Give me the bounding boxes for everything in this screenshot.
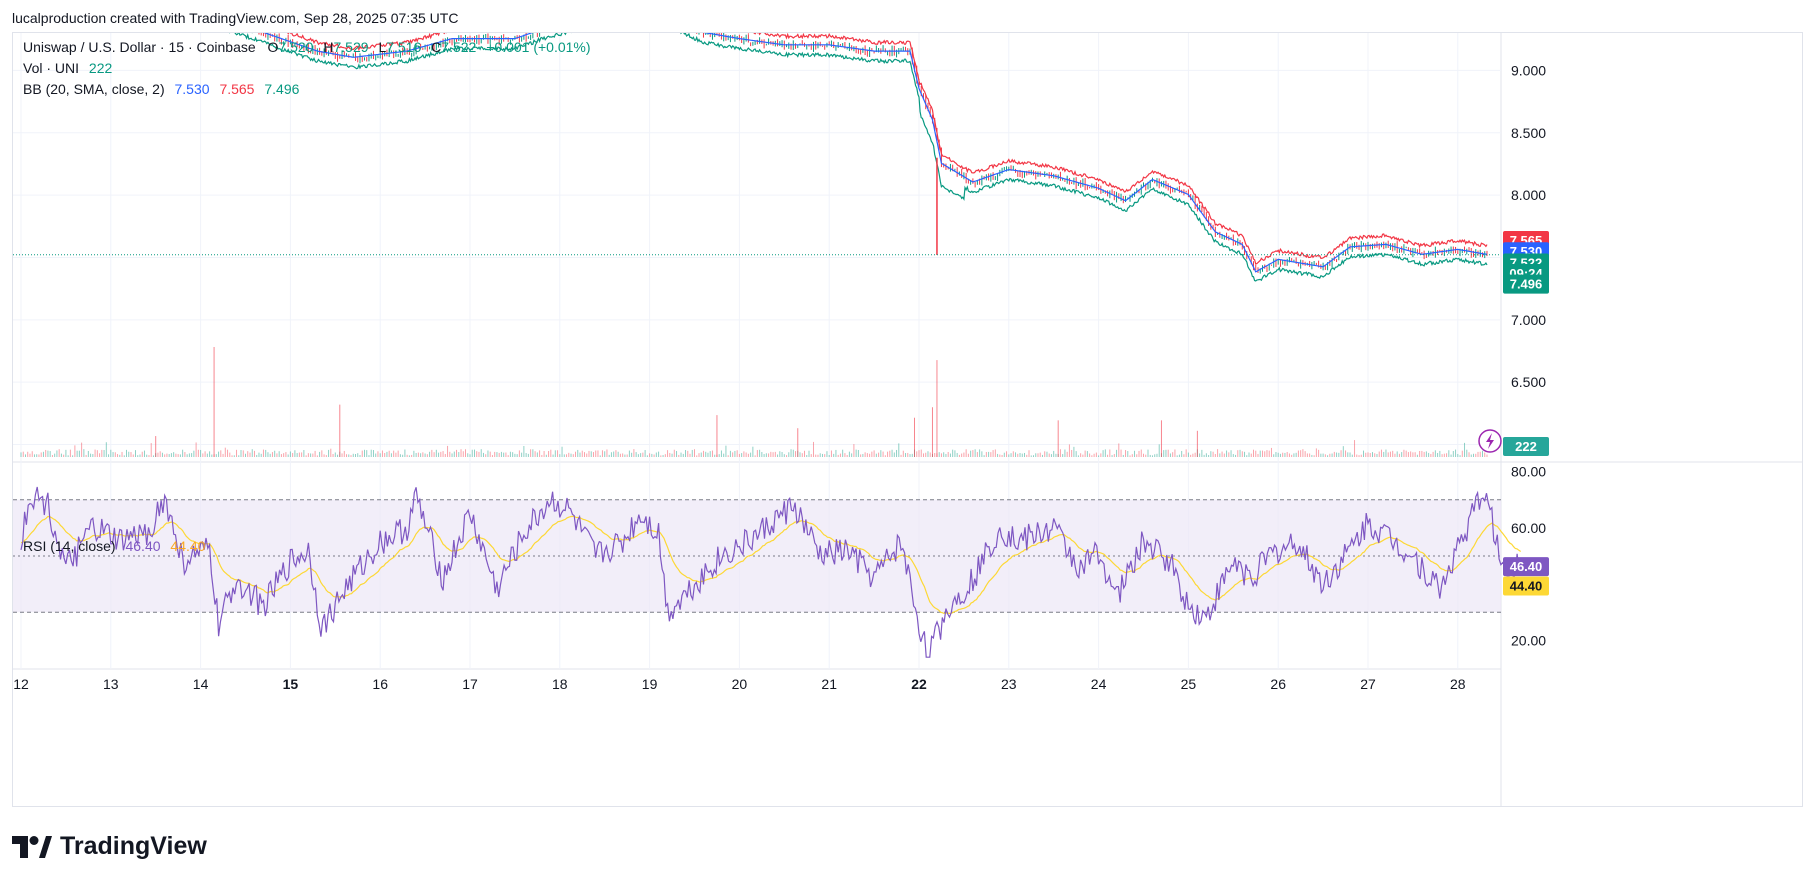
time-tick-label: 21 bbox=[821, 676, 837, 692]
bb-lower-value: 7.496 bbox=[264, 81, 300, 97]
rsi-badge: 46.40 bbox=[1503, 557, 1549, 577]
low-value: 7.516 bbox=[386, 39, 422, 55]
rsi-ma-badge: 44.40 bbox=[1503, 576, 1549, 596]
rsi-tick-label: 60.00 bbox=[1511, 520, 1546, 536]
rsi-legend: RSI (14, close) 46.40 44.40 bbox=[23, 536, 205, 557]
rsi-tick-label: 80.00 bbox=[1511, 464, 1546, 480]
price-tick-label: 9.000 bbox=[1511, 62, 1546, 78]
time-tick-label: 27 bbox=[1360, 676, 1376, 692]
time-tick-label: 15 bbox=[283, 676, 299, 692]
chart-caption: lucalproduction created with TradingView… bbox=[12, 10, 459, 26]
time-tick-label: 20 bbox=[732, 676, 748, 692]
open-label: O bbox=[267, 39, 279, 55]
tradingview-logo-icon bbox=[12, 835, 52, 858]
rsi-ma-badge-bg bbox=[1503, 576, 1549, 596]
rsi-label[interactable]: RSI (14, close) bbox=[23, 538, 116, 554]
volume-label[interactable]: Vol · UNI bbox=[23, 60, 80, 76]
time-tick-label: 25 bbox=[1181, 676, 1197, 692]
bb-lower-badge-bg bbox=[1503, 274, 1549, 294]
bb-basis-line bbox=[20, 0, 1487, 273]
open-value: 7.520 bbox=[278, 39, 314, 55]
low-label: L bbox=[378, 39, 387, 55]
time-tick-label: 16 bbox=[372, 676, 388, 692]
chart-frame[interactable]: 9.0008.5008.0007.5007.0006.5006.00012131… bbox=[12, 0, 1803, 807]
rsi-value: 46.40 bbox=[125, 538, 161, 554]
time-tick-label: 19 bbox=[642, 676, 658, 692]
tradingview-wordmark: TradingView bbox=[60, 832, 207, 860]
time-tick-label: 14 bbox=[193, 676, 209, 692]
rsi-badge-text: 46.40 bbox=[1510, 559, 1543, 574]
price-tick-label: 6.500 bbox=[1511, 374, 1546, 390]
volume-value: 222 bbox=[88, 60, 113, 76]
high-label: H bbox=[323, 39, 334, 55]
time-tick-label: 12 bbox=[13, 676, 29, 692]
volume-badge-bg bbox=[1503, 437, 1549, 456]
high-value: 7.529 bbox=[333, 39, 369, 55]
rsi-ma-badge-text: 44.40 bbox=[1510, 578, 1543, 593]
price-legend: Uniswap / U.S. Dollar · 15 · Coinbase O7… bbox=[23, 37, 591, 58]
change-value: +0.001 (+0.01%) bbox=[486, 39, 591, 55]
lightning-icon-bolt bbox=[1486, 433, 1494, 449]
rsi-tick-label: 20.00 bbox=[1511, 632, 1546, 648]
bb-legend: BB (20, SMA, close, 2) 7.530 7.565 7.496 bbox=[23, 79, 299, 100]
tradingview-logo[interactable]: TradingView bbox=[12, 832, 207, 861]
rsi-line bbox=[20, 486, 1522, 658]
time-tick-label: 18 bbox=[552, 676, 568, 692]
price-tick-label: 8.500 bbox=[1511, 125, 1546, 141]
time-tick-label: 17 bbox=[462, 676, 478, 692]
volume-bars bbox=[20, 347, 1488, 457]
bb-lower-badge: 7.496 bbox=[1503, 274, 1549, 294]
bb-upper-value: 7.565 bbox=[219, 81, 255, 97]
bb-lower-badge-text: 7.496 bbox=[1510, 277, 1543, 292]
rsi-ma-line bbox=[20, 515, 1522, 615]
time-tick-label: 22 bbox=[911, 676, 927, 692]
time-tick-label: 24 bbox=[1091, 676, 1107, 692]
volume-badge-text: 222 bbox=[1515, 439, 1537, 454]
symbol-title[interactable]: Uniswap / U.S. Dollar · 15 · Coinbase bbox=[23, 39, 256, 55]
volume-badge: 222 bbox=[1503, 437, 1549, 456]
price-tick-label: 8.000 bbox=[1511, 187, 1546, 203]
grid bbox=[13, 33, 1802, 806]
chart-svg[interactable]: 9.0008.5008.0007.5007.0006.5006.00012131… bbox=[13, 0, 1802, 806]
rsi-pane bbox=[13, 486, 1522, 658]
bb-label[interactable]: BB (20, SMA, close, 2) bbox=[23, 81, 165, 97]
time-tick-label: 28 bbox=[1450, 676, 1466, 692]
time-tick-label: 13 bbox=[103, 676, 119, 692]
rsi-badge-bg bbox=[1503, 557, 1549, 577]
rsi-ma-value: 44.40 bbox=[170, 538, 206, 554]
bb-lower-line bbox=[21, 10, 1488, 282]
close-value: 7.522 bbox=[441, 39, 477, 55]
bb-basis-value: 7.530 bbox=[174, 81, 210, 97]
volume-legend: Vol · UNI 222 bbox=[23, 58, 112, 79]
price-tick-label: 7.000 bbox=[1511, 312, 1546, 328]
bb-upper-line bbox=[60, 0, 1488, 265]
time-tick-label: 23 bbox=[1001, 676, 1017, 692]
lightning-icon[interactable] bbox=[1478, 429, 1502, 453]
time-tick-label: 26 bbox=[1270, 676, 1286, 692]
close-label: C bbox=[431, 39, 442, 55]
